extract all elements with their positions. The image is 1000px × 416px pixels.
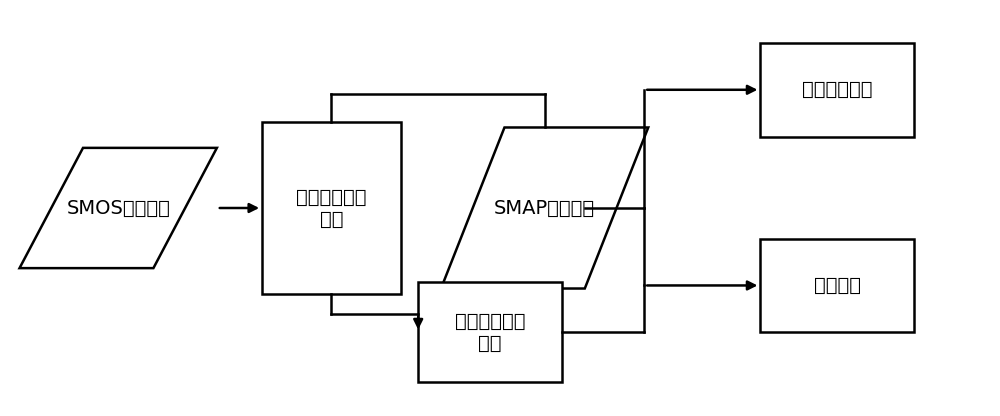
Text: 定点回归拟合: 定点回归拟合 <box>802 80 872 99</box>
FancyBboxPatch shape <box>418 282 562 382</box>
Text: 第一次非线性
拟合: 第一次非线性 拟合 <box>296 188 367 228</box>
Polygon shape <box>441 127 648 289</box>
Text: 第二次非线性
拟合: 第二次非线性 拟合 <box>455 312 525 353</box>
Text: SMOS亮温数据: SMOS亮温数据 <box>66 198 170 218</box>
FancyBboxPatch shape <box>760 238 914 332</box>
FancyBboxPatch shape <box>262 122 401 294</box>
Text: SMAP亮温数据: SMAP亮温数据 <box>494 198 595 218</box>
Text: 平移变换: 平移变换 <box>814 276 861 295</box>
Polygon shape <box>20 148 217 268</box>
FancyBboxPatch shape <box>760 43 914 137</box>
